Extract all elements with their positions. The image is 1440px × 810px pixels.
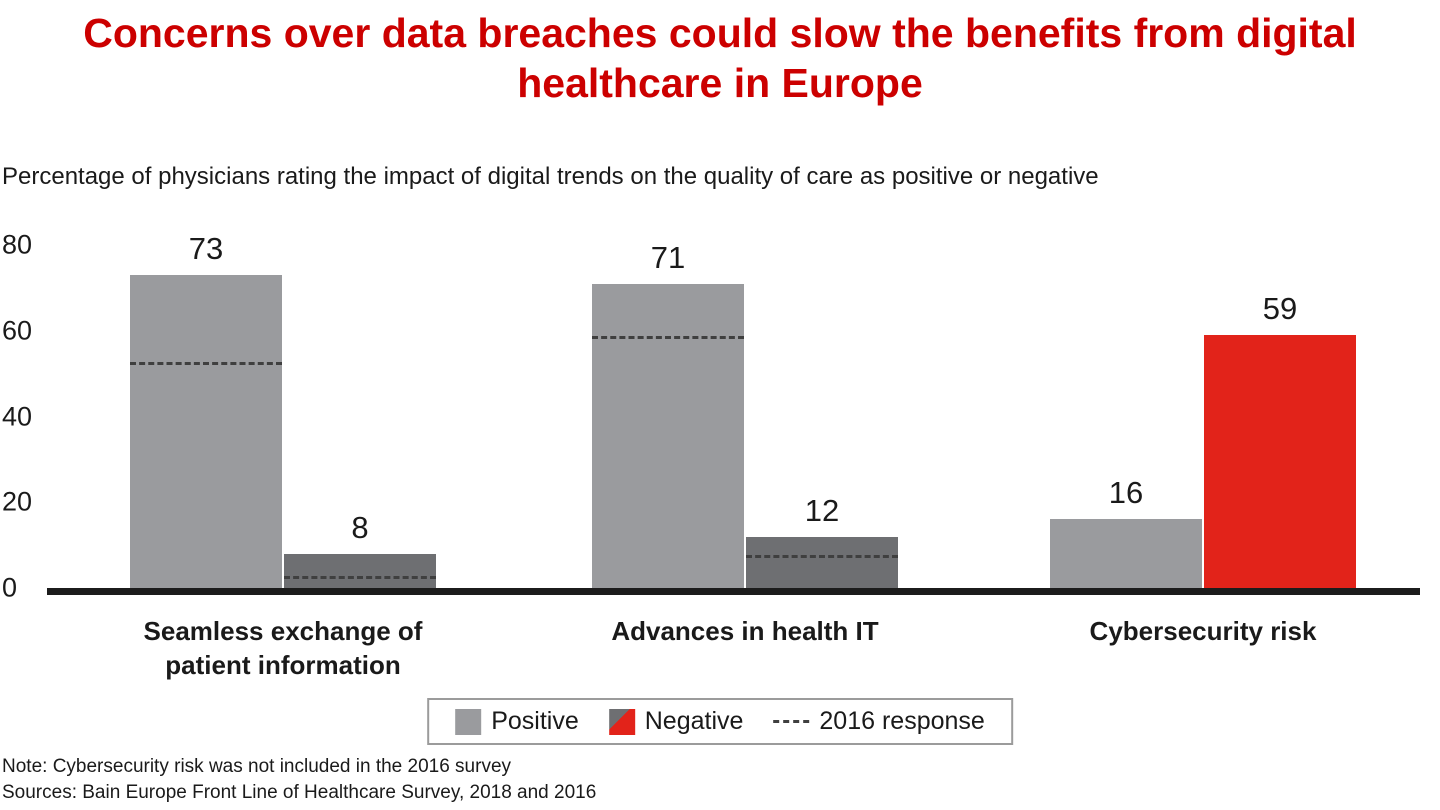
legend: Positive Negative 2016 response — [427, 698, 1013, 745]
bar-negative: 12 — [746, 493, 898, 588]
bar-value-label: 59 — [1262, 291, 1298, 327]
bar-value-label: 71 — [650, 239, 686, 275]
category-label: Advances in health IT — [611, 616, 879, 646]
y-tick-label: 0 — [2, 572, 18, 603]
legend-item-negative: Negative — [608, 707, 744, 736]
bar-negative: 59 — [1204, 291, 1356, 588]
y-tick-label: 40 — [2, 401, 33, 431]
legend-negative-label: Negative — [644, 707, 744, 735]
bar-chart: 0 20 40 60 80 73 8 Seamless exchange of patien… — [0, 231, 1440, 680]
bar-negative: 8 — [284, 510, 436, 588]
bar-value-label: 16 — [1108, 475, 1144, 511]
sources-line: Sources: Bain Europe Front Line of Healt… — [2, 781, 597, 803]
response-2016-dashed-line — [592, 336, 744, 340]
legend-positive-label: Positive — [491, 707, 579, 735]
bar-value-label: 8 — [351, 509, 369, 545]
positive-swatch-icon — [455, 708, 482, 735]
footnotes: Note: Cybersecurity risk was not include… — [2, 754, 596, 805]
chart-subtitle: Percentage of physicians rating the impa… — [2, 163, 1099, 190]
y-axis: 0 20 40 60 80 — [2, 231, 50, 601]
y-tick-label: 20 — [2, 486, 33, 517]
bar-positive: 71 — [592, 240, 744, 588]
category-label: Cybersecurity risk — [1089, 616, 1317, 646]
legend-item-2016-response: 2016 response — [773, 707, 985, 736]
y-tick-label: 60 — [2, 315, 33, 346]
bar-positive: 73 — [130, 231, 282, 588]
legend-item-positive: Positive — [455, 707, 579, 736]
response-2016-dashed-line — [284, 576, 436, 580]
response-2016-dashed-line — [746, 555, 898, 558]
negative-swatch-icon — [608, 708, 635, 735]
bar-value-label: 12 — [804, 492, 840, 528]
x-axis-baseline — [47, 588, 1420, 595]
plot-area: 73 8 Seamless exchange of patient informat… — [47, 231, 1420, 680]
bar-value-label: 73 — [188, 231, 224, 267]
bar-positive: 16 — [1050, 475, 1202, 588]
y-tick-label: 80 — [2, 229, 33, 260]
chart-title: Concerns over data breaches could slow t… — [83, 10, 1357, 107]
note-line: Note: Cybersecurity risk was not include… — [2, 756, 512, 777]
dashed-line-icon — [773, 720, 810, 723]
category-label: Seamless exchange of patient information — [143, 616, 423, 680]
legend-2016-label: 2016 response — [819, 707, 985, 735]
response-2016-dashed-line — [130, 362, 282, 366]
